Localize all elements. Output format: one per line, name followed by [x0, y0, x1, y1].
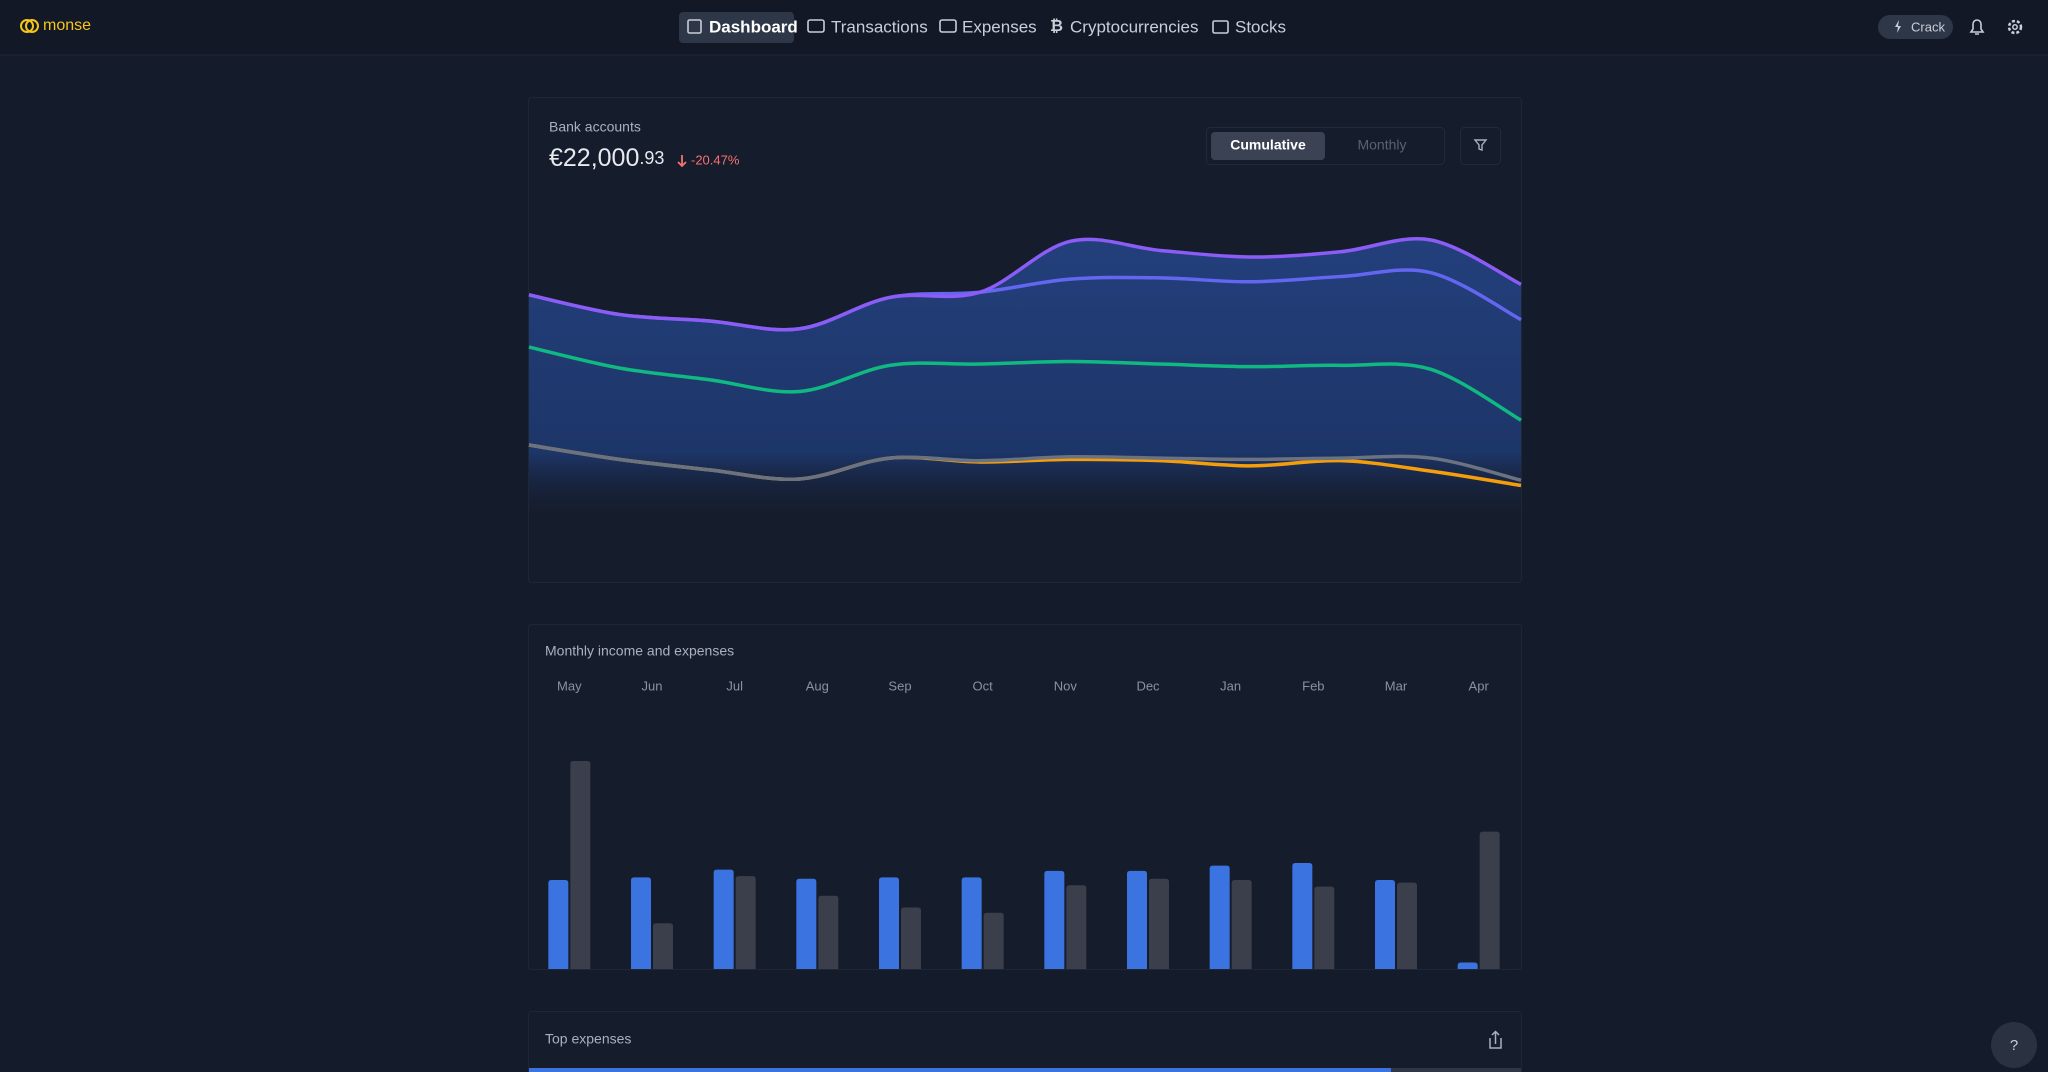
- bar: [1044, 870, 1065, 969]
- change: -20.47%: [691, 152, 740, 167]
- toggle-option[interactable]: Cumulative: [1230, 137, 1306, 153]
- nav-item[interactable]: Stocks: [1235, 17, 1286, 36]
- x-tick-label: Feb: [1302, 678, 1324, 693]
- card-title: Monthly income and expenses: [545, 643, 734, 659]
- help-button[interactable]: [1991, 1022, 2037, 1068]
- bar: [901, 907, 921, 969]
- icon-down: [677, 155, 687, 168]
- nav-active: [679, 12, 794, 43]
- bar: [1209, 865, 1230, 969]
- icon-share[interactable]: [1489, 1030, 1502, 1049]
- bar: [1149, 878, 1169, 969]
- bar: [1457, 962, 1478, 969]
- icon-bolt: [1895, 20, 1901, 33]
- bar: [570, 761, 591, 969]
- balance: €22,000.93: [549, 144, 664, 172]
- bar: [1066, 885, 1087, 969]
- bar: [1479, 831, 1500, 969]
- bar: [818, 895, 839, 969]
- bar: [796, 878, 817, 969]
- x-tick-label: Apr: [1469, 678, 1490, 693]
- card-title: Bank accounts: [549, 119, 641, 135]
- upgrade-button[interactable]: [1878, 15, 1953, 39]
- icon-settings[interactable]: [2007, 19, 2023, 35]
- x-tick-label: May: [557, 678, 582, 693]
- progress-rest: [1391, 1068, 1521, 1072]
- area: [529, 238, 1521, 524]
- upgrade-label: Crack: [1911, 19, 1945, 34]
- nav-item[interactable]: Cryptocurrencies: [1070, 17, 1199, 36]
- filter-button[interactable]: [1460, 127, 1501, 165]
- line: [528, 443, 1522, 482]
- bar: [548, 880, 569, 969]
- x-tick-label: Jan: [1220, 678, 1241, 693]
- bar: [1397, 882, 1417, 969]
- top-nav: [0, 0, 2048, 55]
- bar: [1292, 863, 1313, 969]
- progress-fill: [529, 1068, 1391, 1072]
- x-tick-label: Aug: [806, 678, 829, 693]
- nav-item[interactable]: Expenses: [962, 17, 1037, 36]
- bar: [983, 912, 1004, 969]
- line: [528, 345, 1522, 422]
- icon-filter: [1473, 139, 1488, 151]
- toggle-option[interactable]: Monthly: [1357, 137, 1406, 153]
- logo-icon: [25, 19, 39, 33]
- icon-settings-center: [2012, 24, 2018, 30]
- bar: [713, 869, 734, 969]
- icon-bell[interactable]: [1969, 19, 1985, 35]
- icon-transactions: [807, 19, 825, 33]
- line: [528, 237, 1522, 332]
- brand: monse: [43, 17, 91, 34]
- balance-cents: .93: [639, 148, 664, 168]
- x-tick-label: Jul: [726, 678, 743, 693]
- icon-expenses: [939, 19, 957, 33]
- monthly-chart: May Jun Jul Aug Sep Oct Nov Dec Jan Feb Mar Apr: [548, 678, 1500, 969]
- x-tick-label: Dec: [1136, 678, 1160, 693]
- balance-chart: [528, 237, 1522, 524]
- icon-dashboard: [687, 19, 702, 34]
- icon-crypto: ₿: [1050, 17, 1063, 35]
- card-title: Top expenses: [545, 1031, 631, 1047]
- nav-item[interactable]: Dashboard: [709, 17, 798, 36]
- bar: [631, 877, 651, 969]
- bar: [735, 876, 756, 969]
- bar: [653, 923, 673, 969]
- bar: [1375, 880, 1395, 969]
- bar: [961, 877, 982, 969]
- bar: [1127, 870, 1147, 969]
- logo-icon: [20, 19, 34, 33]
- help-label: ?: [2010, 1037, 2018, 1054]
- card-monthly: [528, 624, 1522, 970]
- icon-stocks: [1212, 20, 1229, 34]
- card-top-expenses: [528, 1011, 1522, 1072]
- x-tick-label: Sep: [888, 678, 911, 693]
- bar: [879, 877, 899, 969]
- nav-item[interactable]: Transactions: [831, 17, 928, 36]
- x-tick-label: Oct: [973, 678, 994, 693]
- toggle-active: [1211, 132, 1325, 160]
- x-tick-label: Mar: [1385, 678, 1408, 693]
- bar: [1231, 880, 1252, 969]
- logo[interactable]: monse: [20, 17, 91, 34]
- balance-whole: €22,000: [549, 144, 639, 172]
- bar: [1314, 886, 1335, 969]
- x-tick-label: Jun: [642, 678, 663, 693]
- x-tick-label: Nov: [1054, 678, 1078, 693]
